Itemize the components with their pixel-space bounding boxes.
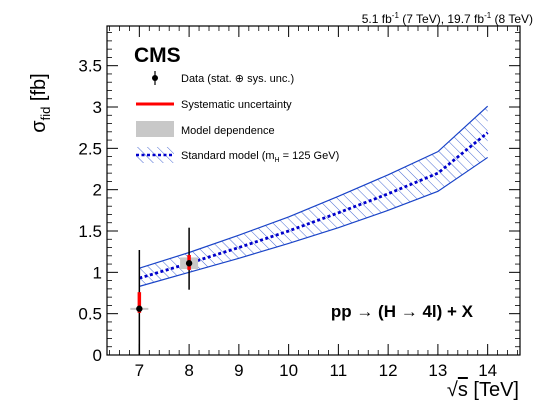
plot-frame bbox=[106, 25, 521, 356]
x-tick-label: 13 bbox=[428, 361, 447, 380]
sm-band-lower-edge bbox=[139, 156, 488, 287]
y-tick-label: 2.5 bbox=[78, 139, 102, 158]
y-tick-label: 0 bbox=[93, 346, 102, 365]
y-tick-label: 0.5 bbox=[78, 305, 102, 324]
axes: 7 8 9 10 11 12 13 14 0 0.5 1 1.5 2 2.5 3 3.5 bbox=[78, 26, 520, 380]
x-tick-label: 11 bbox=[330, 361, 348, 380]
legend-model-box bbox=[136, 121, 174, 137]
legend-systematic-label: Systematic uncertainty bbox=[181, 99, 292, 111]
legend-data-marker bbox=[152, 71, 158, 85]
sm-band-area bbox=[139, 106, 488, 287]
process-annotation: pp → (H → 4l) + X bbox=[331, 302, 474, 321]
x-tick-label: 12 bbox=[379, 361, 398, 380]
sm-band-upper-edge bbox=[139, 105, 489, 269]
data-point bbox=[136, 305, 143, 312]
y-tick-label: 1 bbox=[93, 263, 102, 282]
y-tick-label: 2 bbox=[93, 181, 102, 200]
y-tick-label: 1.5 bbox=[78, 222, 102, 241]
data-point bbox=[185, 260, 193, 267]
data-points bbox=[130, 227, 199, 355]
x-tick-label: 10 bbox=[279, 361, 298, 380]
legend-model-label: Model dependence bbox=[181, 125, 275, 137]
y-tick-label: 3 bbox=[93, 98, 102, 117]
x-tick-label: 9 bbox=[234, 361, 243, 380]
x-tick-label: 8 bbox=[184, 361, 193, 380]
x-tick-label: 14 bbox=[478, 361, 497, 380]
legend: Data (stat. ⊕ sys. unc.) Systematic unce… bbox=[136, 71, 339, 164]
legend-sm-swatch bbox=[136, 147, 174, 163]
x-tick-label: 7 bbox=[135, 361, 144, 380]
x-axis-title: √s [TeV] bbox=[447, 379, 519, 401]
y-tick-label: 3.5 bbox=[78, 57, 102, 76]
luminosity-label: 5.1 fb-1 (7 TeV), 19.7 fb-1 (8 TeV) bbox=[362, 11, 533, 26]
y-axis-title: σfid [fb] bbox=[28, 73, 53, 132]
legend-sm-label: Standard model (mH = 125 GeV) bbox=[181, 150, 339, 164]
legend-data-label: Data (stat. ⊕ sys. unc.) bbox=[181, 73, 294, 85]
experiment-label: CMS bbox=[134, 44, 181, 67]
